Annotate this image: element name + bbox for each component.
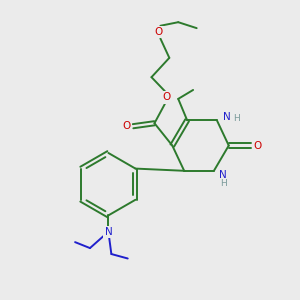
Text: N: N — [219, 170, 227, 180]
Text: O: O — [122, 121, 130, 131]
Text: H: H — [233, 114, 240, 123]
Text: H: H — [220, 179, 227, 188]
Text: O: O — [154, 27, 162, 37]
Text: N: N — [224, 112, 231, 122]
Text: O: O — [162, 92, 170, 102]
Text: O: O — [254, 140, 262, 151]
Text: N: N — [104, 227, 112, 237]
